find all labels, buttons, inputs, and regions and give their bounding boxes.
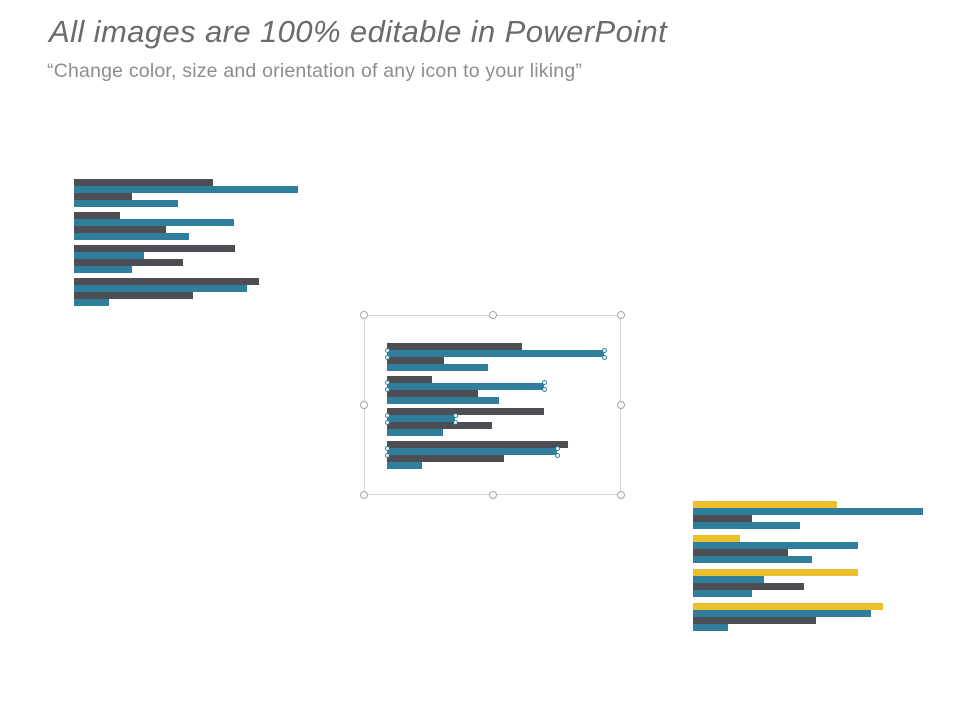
edit-point-handle[interactable] [601,354,607,360]
edit-point-handle[interactable] [384,354,390,360]
edit-point-handle[interactable] [384,380,390,386]
bar-dark[interactable] [387,422,492,430]
resize-handle-top-middle[interactable] [488,311,497,319]
bar-teal[interactable] [74,299,109,306]
bar-teal[interactable] [387,415,455,423]
bar-teal[interactable] [74,266,132,273]
edit-point-handle[interactable] [452,419,458,425]
resize-handle-top-right[interactable] [617,311,625,319]
bar-teal[interactable] [74,285,247,292]
bar-yellow[interactable] [693,569,858,576]
bar-teal[interactable] [387,364,488,371]
edit-point-handle[interactable] [541,387,547,393]
slide-subtitle: “Change color, size and orientation of a… [47,60,583,82]
edit-point-handle[interactable] [554,452,560,458]
bar-teal[interactable] [693,542,858,549]
bar-teal[interactable] [387,396,499,404]
bar-teal[interactable] [693,522,800,529]
bar-dark[interactable] [387,441,568,449]
bar-dark[interactable] [74,193,132,200]
bar-teal[interactable] [74,233,189,240]
resize-handle-bottom-middle[interactable] [488,491,497,499]
bar-dark[interactable] [74,212,120,219]
bar-dark[interactable] [74,259,183,266]
bar-dark[interactable] [693,549,788,556]
bar-teal[interactable] [693,556,812,563]
bar-dark[interactable] [387,408,544,416]
bar-dark[interactable] [387,455,504,463]
bar-teal[interactable] [387,429,443,437]
bar-dark[interactable] [74,245,235,252]
bar-teal[interactable] [693,610,871,617]
bar-dark[interactable] [74,292,193,299]
bar-teal[interactable] [693,590,752,597]
bar-teal[interactable] [74,252,144,259]
edit-point-handle[interactable] [601,347,607,353]
bar-dark[interactable] [387,389,478,397]
edit-point-handle[interactable] [554,445,560,451]
bar-dark[interactable] [387,343,522,350]
bar-dark[interactable] [387,357,444,364]
edit-point-handle[interactable] [384,452,390,458]
bar-chart-graphic-top-left[interactable] [74,179,298,306]
resize-handle-bottom-right[interactable] [617,491,625,499]
bar-dark[interactable] [74,179,213,186]
edit-point-handle[interactable] [452,412,458,418]
edit-point-handle[interactable] [384,387,390,393]
bar-yellow[interactable] [693,603,883,610]
bar-yellow[interactable] [693,535,740,542]
bar-dark[interactable] [693,515,752,522]
bar-teal[interactable] [74,219,234,226]
edit-point-handle[interactable] [384,445,390,451]
bar-chart-graphic-bottom-right[interactable] [693,501,923,631]
slide-title: All images are 100% editable in PowerPoi… [49,14,668,49]
edit-point-handle[interactable] [384,347,390,353]
resize-handle-top-left[interactable] [360,311,368,319]
bar-teal[interactable] [387,382,544,390]
bar-teal[interactable] [387,462,422,470]
bar-dark[interactable] [74,226,166,233]
bar-chart-graphic-center-selected[interactable] [384,343,607,470]
bar-teal[interactable] [693,624,728,631]
bar-dark[interactable] [387,375,432,383]
bar-dark[interactable] [693,583,804,590]
bar-teal[interactable] [387,350,604,357]
bar-teal[interactable] [693,508,923,515]
bar-teal[interactable] [693,576,764,583]
edit-point-handle[interactable] [384,412,390,418]
bar-teal[interactable] [387,448,557,456]
resize-handle-middle-right[interactable] [617,401,625,409]
edit-point-handle[interactable] [541,380,547,386]
resize-handle-bottom-left[interactable] [360,491,368,499]
bar-dark[interactable] [693,617,816,624]
resize-handle-middle-left[interactable] [360,401,368,409]
bar-dark[interactable] [74,278,259,285]
edit-point-handle[interactable] [384,419,390,425]
bar-teal[interactable] [74,186,298,193]
bar-teal[interactable] [74,200,178,207]
selection-box [364,315,621,495]
bar-yellow[interactable] [693,501,837,508]
